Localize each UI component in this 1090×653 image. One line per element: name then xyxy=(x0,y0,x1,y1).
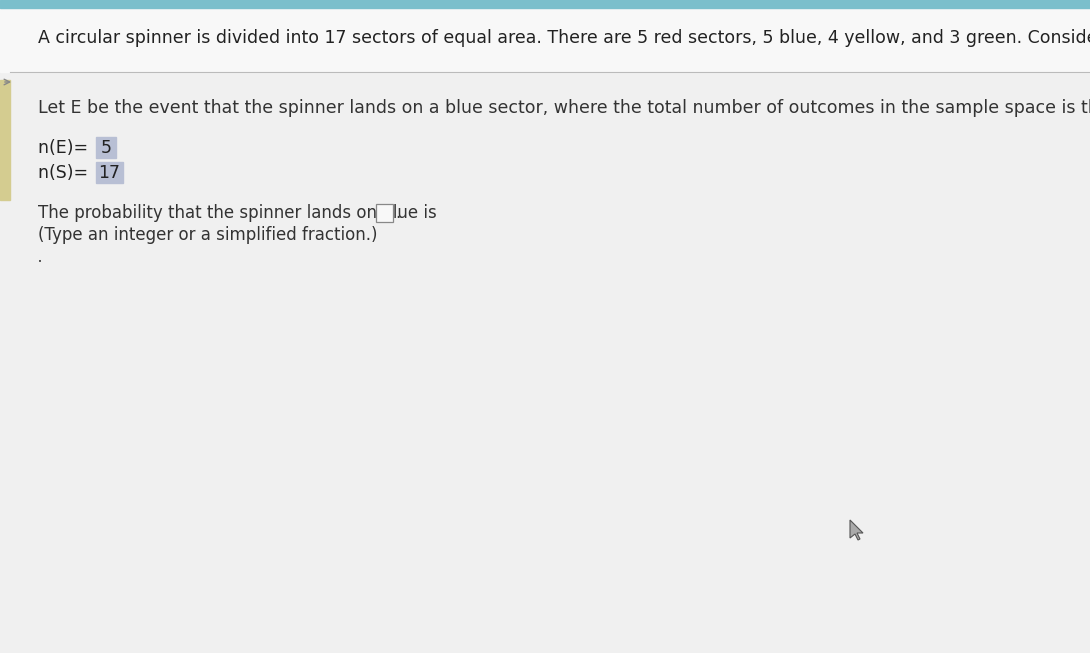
Bar xyxy=(0,0,1090,8)
Bar xyxy=(0,80,10,200)
Text: n(S)=: n(S)= xyxy=(38,164,94,182)
Polygon shape xyxy=(850,520,863,540)
Text: (Type an integer or a simplified fraction.): (Type an integer or a simplified fractio… xyxy=(38,226,377,244)
Bar xyxy=(0,8,1090,72)
Text: •: • xyxy=(38,259,43,265)
Text: n(E)=: n(E)= xyxy=(38,139,94,157)
Text: A circular spinner is divided into 17 sectors of equal area. There are 5 red sec: A circular spinner is divided into 17 se… xyxy=(38,29,1090,47)
Text: .: . xyxy=(395,204,400,222)
Bar xyxy=(376,204,393,222)
Bar xyxy=(96,137,116,158)
Text: Let E be the event that the spinner lands on a blue sector, where the total numb: Let E be the event that the spinner land… xyxy=(38,99,1090,117)
Text: 17: 17 xyxy=(98,164,120,182)
Bar xyxy=(0,72,1090,653)
Text: 5: 5 xyxy=(100,139,111,157)
Text: The probability that the spinner lands on blue is: The probability that the spinner lands o… xyxy=(38,204,443,222)
Bar xyxy=(96,162,123,183)
